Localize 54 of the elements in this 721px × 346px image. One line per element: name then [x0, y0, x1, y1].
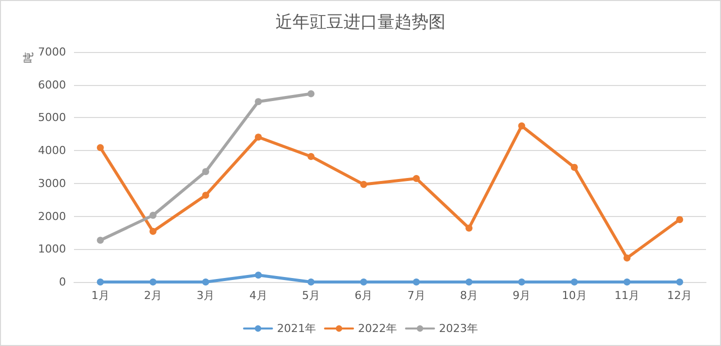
point [308, 90, 314, 98]
point [412, 278, 420, 286]
y-tick-label: 6000 [38, 78, 66, 92]
point [518, 122, 526, 130]
point [96, 236, 104, 244]
x-tick-label: 11月 [614, 289, 640, 302]
y-tick-label: 0 [59, 276, 66, 288]
legend-label: 2022年 [358, 322, 398, 335]
chart-title: 近年豇豆进口量趋势图 [276, 12, 446, 32]
point [624, 278, 630, 286]
point [518, 278, 526, 286]
point [150, 212, 156, 219]
point [254, 134, 262, 141]
point [308, 278, 314, 286]
y-tick-label: 1000 [38, 242, 66, 256]
x-tick-label: 6月 [354, 289, 373, 302]
x-tick-label: 9月 [512, 289, 531, 302]
point [360, 278, 368, 286]
point [202, 278, 210, 286]
point [308, 152, 314, 160]
y-tick-label: 7000 [38, 46, 66, 58]
x-tick-label: 12月 [667, 289, 692, 302]
point [202, 192, 210, 199]
y-tick-label: 3000 [38, 176, 66, 190]
x-tick-label: 1月 [91, 289, 110, 302]
point [150, 228, 156, 235]
point [412, 175, 420, 182]
y-tick-label: 5000 [38, 111, 66, 124]
x-tick-label: 7月 [407, 289, 426, 302]
point [570, 164, 578, 171]
point [624, 254, 630, 262]
point [676, 278, 684, 286]
point [254, 98, 262, 106]
point [202, 168, 210, 176]
point [254, 272, 262, 279]
point [96, 144, 104, 152]
legend-label: 2023年 [438, 322, 478, 335]
point [360, 180, 368, 188]
point [570, 278, 578, 286]
x-tick-label: 8月 [460, 289, 478, 302]
point [150, 278, 156, 286]
point [466, 224, 472, 232]
y-tick-label: 2000 [38, 210, 66, 223]
point [96, 278, 104, 286]
x-tick-label: 2月 [144, 289, 162, 302]
x-tick-label: 10月 [562, 289, 587, 302]
point [676, 216, 684, 224]
y-tick-label: 4000 [38, 144, 66, 158]
point [466, 278, 472, 286]
legend-label: 2021年 [277, 322, 316, 335]
y-axis-title: 吨 [22, 52, 35, 63]
x-tick-label: 4月 [249, 289, 268, 302]
x-tick-label: 3月 [196, 289, 215, 302]
x-tick-label: 5月 [302, 289, 320, 302]
